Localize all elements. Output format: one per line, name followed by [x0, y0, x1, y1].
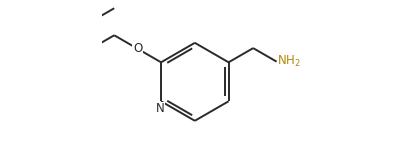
Text: N: N: [156, 102, 164, 115]
Text: NH$_2$: NH$_2$: [277, 54, 300, 69]
Text: O: O: [133, 42, 142, 55]
